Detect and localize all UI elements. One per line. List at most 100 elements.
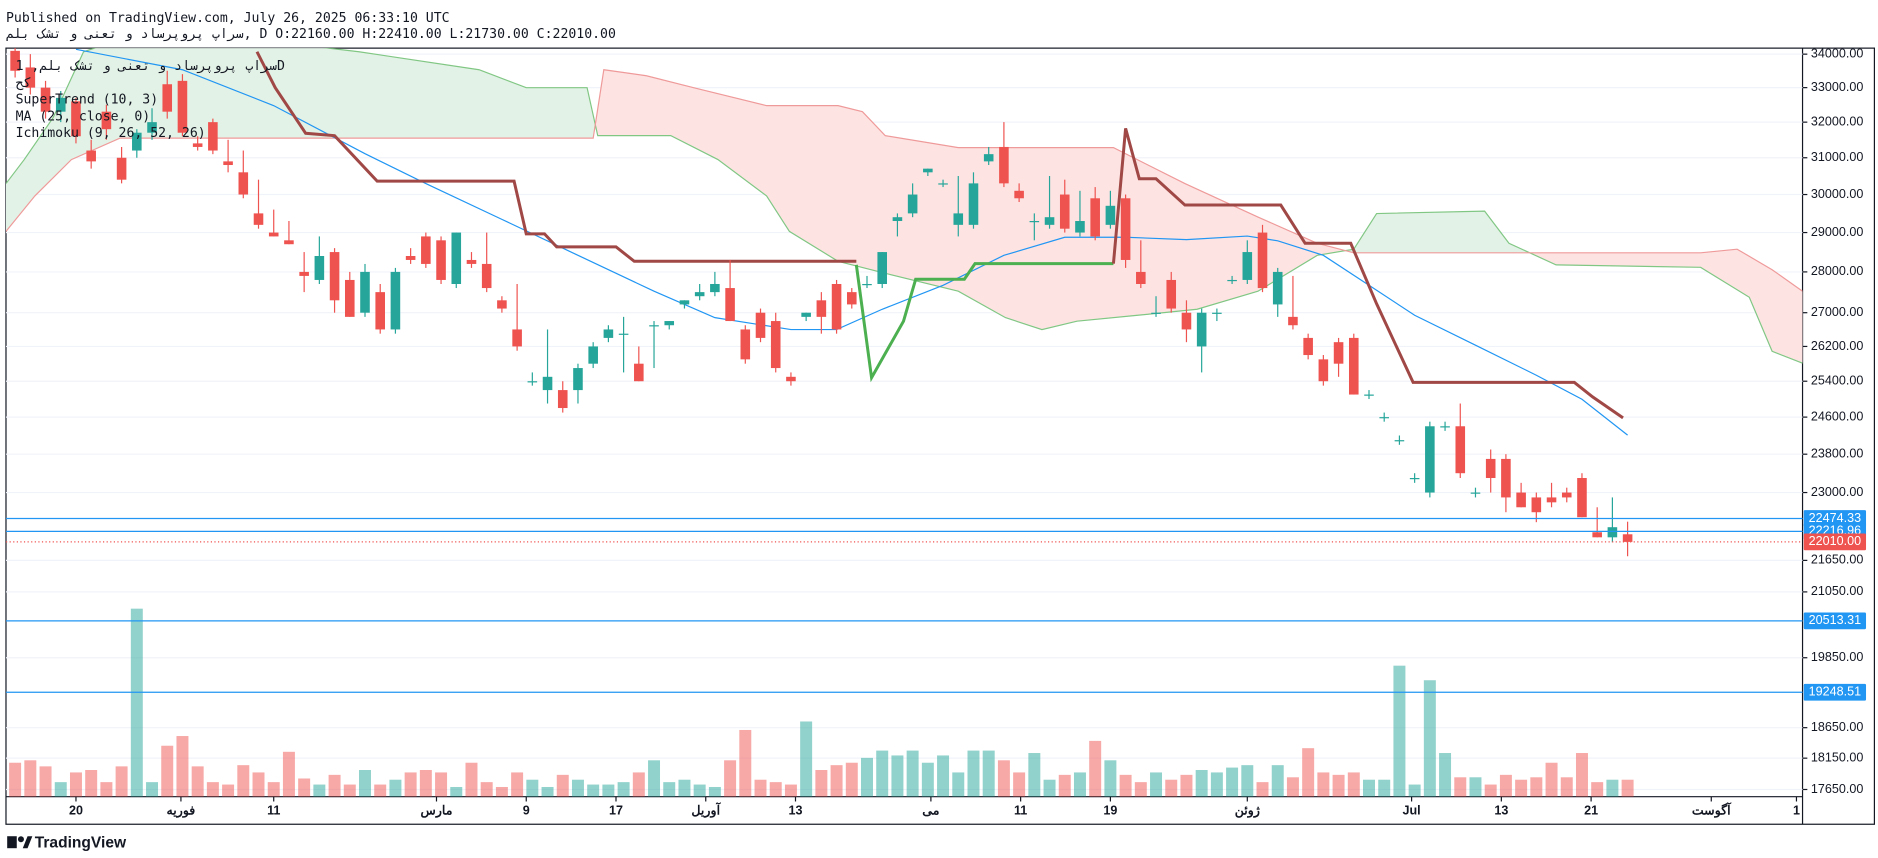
volume-bar: [1210, 772, 1223, 797]
candle-body: [862, 283, 872, 286]
plot-area: [5, 48, 1803, 797]
candle-body: [1196, 312, 1207, 347]
y-tick-label: 21050.00: [1811, 584, 1863, 598]
candle-body: [1394, 440, 1405, 442]
brand-logo: TradingView: [7, 835, 127, 852]
volume-bar: [1180, 774, 1193, 797]
candle-body: [1044, 217, 1055, 225]
candle-body: [451, 232, 462, 284]
candle-body: [1561, 492, 1572, 498]
y-tick-label: 24600.00: [1811, 409, 1863, 423]
volume-bar: [1469, 777, 1482, 797]
x-tick-label: ژوئن: [1235, 803, 1260, 818]
candle-body: [634, 363, 644, 382]
candle-body: [344, 279, 355, 317]
volume-bar: [161, 745, 174, 797]
volume-bar: [891, 755, 904, 797]
legend-ma: MA (25, close, 0): [16, 109, 151, 124]
y-tick-label: 28000.00: [1811, 264, 1863, 278]
volume-bar: [130, 608, 143, 797]
volume-bar: [495, 786, 508, 797]
candle-body: [740, 329, 751, 360]
span-b: [5, 69, 1803, 292]
y-tick-label: 19850.00: [1811, 650, 1863, 664]
candle-body: [557, 390, 568, 409]
candle-body: [846, 292, 857, 305]
volume-bar: [1499, 774, 1512, 797]
logo-part: [7, 836, 17, 849]
volume-bar: [343, 784, 356, 797]
volume-bar: [1484, 784, 1497, 797]
y-tick-label: 30000.00: [1811, 187, 1863, 201]
candle-body: [223, 161, 233, 166]
y-tick-label: 26200.00: [1811, 339, 1863, 353]
volume-bar: [784, 784, 797, 797]
candle-body: [1546, 497, 1557, 503]
x-tick-label: آگوست: [1692, 801, 1732, 818]
x-tick-label: 11: [1014, 803, 1027, 817]
y-tick-label: 31000.00: [1811, 150, 1863, 164]
candle-body: [1242, 252, 1253, 280]
y-tick-label: 32000.00: [1811, 114, 1863, 128]
candle-body: [177, 80, 188, 133]
candle-body: [101, 111, 112, 130]
volume-bar: [800, 721, 813, 797]
candle-body: [116, 157, 127, 180]
candle-body: [1348, 337, 1359, 395]
candle-body: [390, 271, 401, 330]
volume-bar: [9, 762, 22, 797]
candle-body: [299, 271, 309, 276]
candle-body: [1425, 426, 1435, 493]
candle-body: [1333, 342, 1344, 364]
volume-bar: [739, 729, 752, 797]
candle-body: [1531, 497, 1542, 513]
candle-body: [938, 183, 948, 185]
symbol-line: سراپ پروپرساد و تعنی و تشک بلم, D O:2216…: [6, 27, 616, 42]
volume-bar: [1332, 774, 1345, 797]
candle-body: [679, 300, 690, 305]
volume-bar: [830, 765, 843, 797]
volume-bar: [511, 772, 524, 797]
candle-body: [527, 381, 538, 383]
volume-bar: [1606, 779, 1619, 797]
price-label: 20513.31: [1809, 613, 1861, 627]
candle-body: [1288, 316, 1298, 326]
y-tick-label: 21650.00: [1811, 553, 1863, 567]
volume-bar: [191, 766, 204, 797]
logo-part: [17, 836, 24, 843]
price-label: 22474.33: [1809, 511, 1861, 525]
candle-body: [1318, 359, 1329, 382]
y-tick-label: 18650.00: [1811, 720, 1863, 734]
volume-bar: [845, 762, 858, 797]
x-tick-label: 11: [267, 803, 280, 817]
candle-body: [1379, 417, 1390, 419]
x-tick-label: 20: [69, 803, 83, 817]
volume-bar: [602, 784, 615, 797]
volume-bar: [754, 779, 767, 797]
volume-bar: [1058, 774, 1071, 797]
candle-body: [770, 321, 781, 369]
volume-bar: [480, 782, 493, 797]
volume-bar: [1347, 772, 1360, 797]
candle-body: [375, 292, 385, 330]
candle-body: [1181, 312, 1192, 330]
x-tick-label: 17: [609, 803, 623, 817]
volume-bar: [1621, 779, 1634, 797]
x-tick-label: 21: [1584, 803, 1598, 817]
x-tick-label: 9: [523, 803, 530, 817]
candle-body: [1501, 458, 1511, 498]
x-tick-label: 19: [1103, 803, 1117, 817]
volume-bar: [1013, 772, 1026, 797]
candle-body: [1212, 312, 1222, 314]
candle-body: [40, 87, 51, 112]
y-tick-label: 23000.00: [1811, 485, 1863, 499]
legend-ichimoku: Ichimoku (9, 26, 52, 26): [16, 126, 206, 141]
x-tick-label: فوریه: [167, 803, 196, 818]
volume-bar: [1575, 753, 1588, 797]
volume-bar: [1439, 753, 1452, 797]
volume-bar: [1256, 782, 1269, 797]
candle-body: [694, 292, 705, 297]
volume-bar: [24, 760, 37, 797]
volume-bar: [54, 782, 67, 797]
